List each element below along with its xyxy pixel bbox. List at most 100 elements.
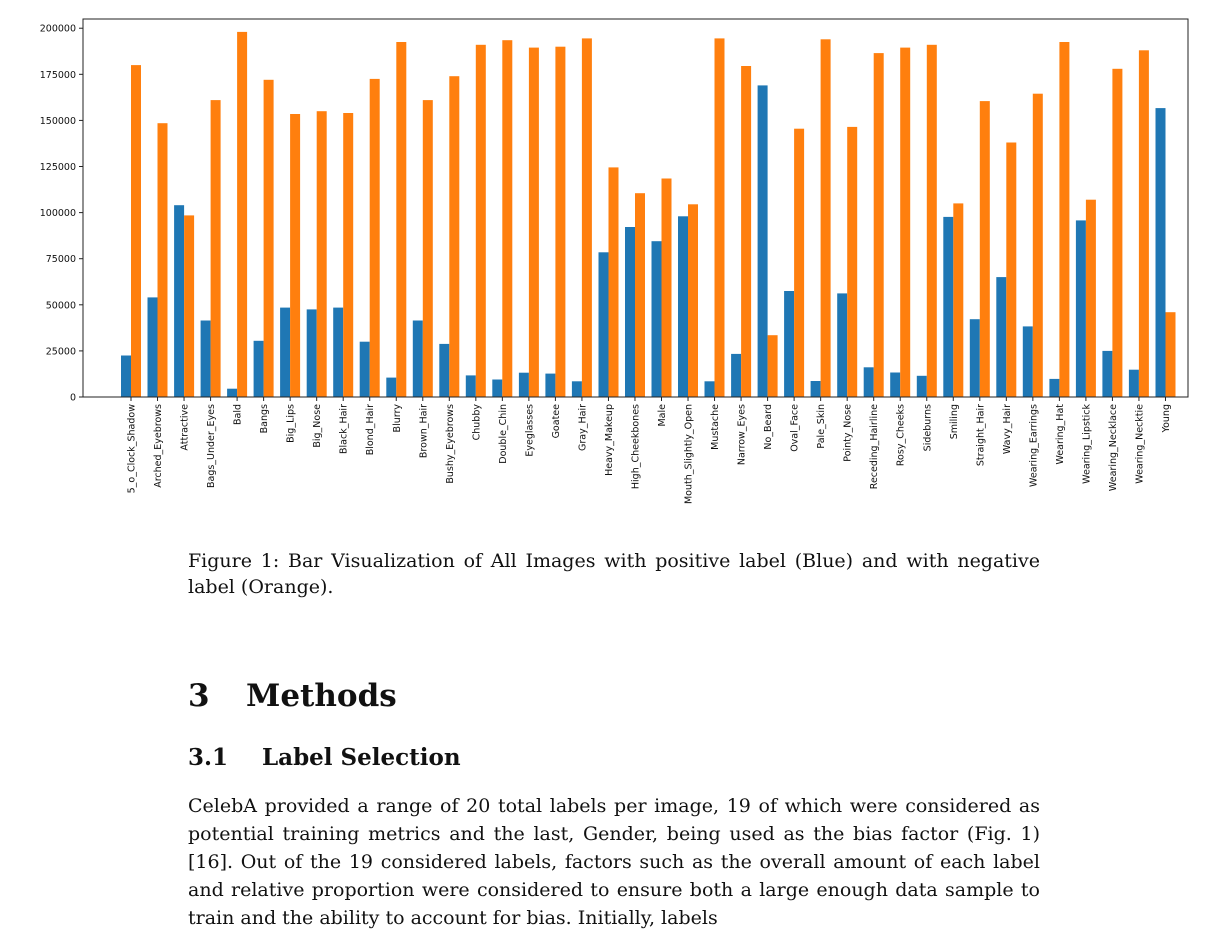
y-tick-label: 100000 — [40, 208, 76, 219]
bar-negative-wearing-necklace — [1112, 68, 1123, 398]
bar-negative-wavy-hair — [1006, 142, 1017, 397]
x-tick-label: Rosy_Cheeks — [896, 404, 907, 466]
x-tick-label: Bangs — [259, 404, 270, 433]
x-tick-label: Pale_Skin — [816, 404, 827, 449]
bar-positive-attractive — [174, 205, 185, 397]
bar-negative-blond-hair — [369, 78, 380, 398]
bar-negative-brown-hair — [422, 100, 433, 397]
x-tick-label: Straight_Hair — [975, 404, 986, 466]
bar-negative-male — [661, 178, 672, 397]
x-tick-label: Receding_Hairline — [869, 404, 880, 489]
bar-negative-chubby — [475, 44, 486, 398]
bar-negative-bushy-eyebrows — [449, 76, 460, 397]
bar-positive-big-lips — [280, 307, 291, 397]
bar-positive-sideburns — [916, 375, 927, 397]
bar-positive-heavy-makeup — [598, 252, 609, 397]
x-tick-label: Sideburns — [922, 404, 933, 451]
bar-negative-wearing-hat — [1059, 42, 1070, 397]
bar-positive-wearing-lipstick — [1075, 220, 1086, 397]
bar-negative-young — [1165, 312, 1176, 397]
plot-frame — [82, 18, 1189, 398]
bar-negative-5-o-clock-shadow — [131, 65, 141, 397]
bar-negative-eyeglasses — [528, 47, 539, 397]
x-tick-label: Arched_Eyebrows — [153, 404, 164, 488]
bar-negative-big-nose — [316, 111, 327, 397]
bar-negative-double-chin — [502, 40, 513, 397]
bar-positive-chubby — [465, 375, 476, 397]
bar-positive-big-nose — [306, 309, 317, 397]
bar-negative-straight-hair — [979, 101, 990, 397]
bar-negative-rosy-cheeks — [900, 47, 911, 397]
bar-negative-wearing-lipstick — [1085, 199, 1096, 397]
bar-positive-pale-skin — [810, 381, 821, 397]
y-tick-label: 125000 — [40, 162, 76, 173]
x-tick-label: Smiling — [949, 404, 960, 439]
bar-negative-bald — [237, 31, 248, 398]
subsection-heading: 3.1 Label Selection — [188, 744, 461, 771]
bar-positive-receding-hairline — [863, 367, 874, 397]
x-tick-label: No_Beard — [763, 404, 774, 450]
y-tick-label: 175000 — [40, 70, 76, 81]
x-tick-label: Wearing_Necklace — [1108, 404, 1119, 491]
bar-positive-bangs — [253, 340, 264, 397]
bar-positive-narrow-eyes — [731, 353, 742, 397]
y-tick-label: 25000 — [46, 346, 76, 357]
x-tick-label: Mustache — [710, 404, 721, 450]
bar-negative-arched-eyebrows — [157, 123, 168, 397]
bar-positive-gray-hair — [571, 381, 582, 397]
bar-negative-wearing-earrings — [1032, 93, 1043, 397]
x-tick-label: Wearing_Lipstick — [1081, 404, 1092, 484]
bar-negative-blurry — [396, 42, 407, 397]
bar-negative-bags-under-eyes — [210, 100, 221, 397]
y-tick-label: 50000 — [46, 300, 76, 311]
bar-positive-wearing-hat — [1049, 378, 1060, 397]
bar-negative-sideburns — [926, 44, 937, 398]
x-tick-label: Black_Hair — [339, 404, 350, 454]
bar-positive-wearing-necktie — [1128, 369, 1139, 397]
bar-negative-receding-hairline — [873, 53, 884, 397]
x-tick-label: Big_Lips — [286, 404, 297, 443]
bar-positive-mouth-slightly-open — [678, 216, 688, 397]
x-tick-label: Bald — [233, 404, 244, 425]
bar-positive-bags-under-eyes — [200, 320, 211, 397]
subsection-title: Label Selection — [262, 744, 461, 771]
x-tick-label: Big_Nose — [312, 404, 323, 448]
subsection-number: 3.1 — [188, 744, 229, 771]
x-tick-label: Eyeglasses — [524, 404, 535, 457]
x-tick-label: 5_o_Clock_Shadow — [127, 404, 138, 494]
bar-negative-smiling — [953, 203, 964, 397]
bar-negative-wearing-necktie — [1138, 50, 1149, 398]
y-tick-label: 200000 — [40, 24, 76, 35]
bar-positive-goatee — [545, 373, 556, 397]
x-tick-label: High_Cheekbones — [630, 404, 641, 489]
bar-negative-high-cheekbones — [635, 193, 645, 397]
y-tick-label: 0 — [70, 393, 76, 404]
x-tick-label: Wearing_Earrings — [1028, 404, 1039, 487]
bar-negative-mustache — [714, 38, 725, 398]
x-tick-label: Chubby — [471, 404, 482, 441]
x-tick-label: Goatee — [551, 404, 562, 439]
x-tick-label: Gray_Hair — [577, 404, 588, 451]
bar-positive-mustache — [704, 381, 715, 397]
x-tick-label: Male — [657, 404, 668, 427]
bar-positive-eyeglasses — [518, 372, 529, 397]
bar-positive-no-beard — [757, 85, 768, 398]
bar-positive-bald — [227, 388, 238, 397]
y-tick-label: 75000 — [46, 254, 76, 265]
bar-negative-heavy-makeup — [608, 167, 619, 397]
section-heading: 3 Methods — [188, 678, 397, 714]
bar-positive-young — [1155, 108, 1166, 397]
bar-negative-narrow-eyes — [741, 66, 752, 397]
bar-negative-oval-face — [794, 128, 805, 397]
x-tick-label: Bushy_Eyebrows — [445, 404, 456, 484]
bar-positive-straight-hair — [969, 319, 980, 397]
x-tick-label: Oval_Face — [790, 404, 801, 452]
bar-positive-oval-face — [784, 291, 795, 397]
y-tick-label: 150000 — [40, 116, 76, 127]
x-tick-label: Wearing_Hat — [1055, 404, 1066, 465]
bar-negative-bangs — [263, 79, 274, 398]
bar-chart-canvas: 0 25000 50000 75000 100000 125000 150000 175000… — [40, 18, 1189, 504]
bar-positive-black-hair — [333, 307, 344, 397]
section-number: 3 — [188, 678, 210, 714]
bar-positive-high-cheekbones — [625, 227, 635, 397]
